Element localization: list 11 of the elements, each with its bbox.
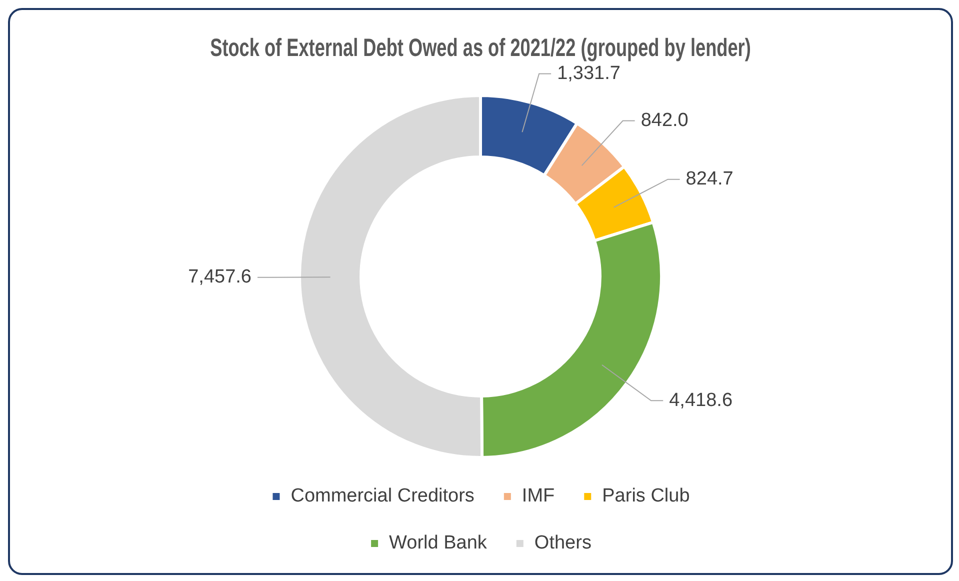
- legend-label: Commercial Creditors: [290, 486, 474, 507]
- data-label: 842.0: [640, 110, 688, 131]
- legend-label: World Bank: [389, 532, 488, 554]
- chart-title: Stock of External Debt Owed as of 2021/22 (grouped by lender): [210, 32, 751, 62]
- data-label: 7,457.6: [188, 266, 252, 288]
- legend-label: IMF: [522, 486, 555, 507]
- data-label: 4,418.6: [669, 390, 733, 411]
- legend-label: Paris Club: [602, 486, 690, 507]
- data-label: 824.7: [686, 168, 734, 190]
- legend-label: Others: [534, 532, 592, 554]
- data-label: 1,331.7: [557, 63, 620, 84]
